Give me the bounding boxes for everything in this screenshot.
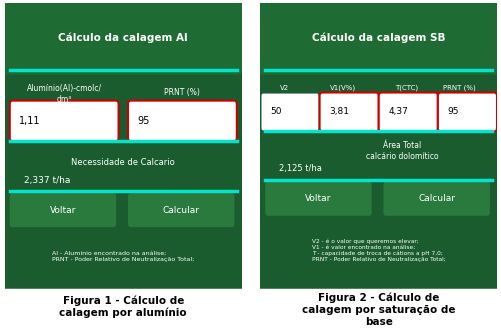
Text: 2,125 t/ha: 2,125 t/ha [279,164,322,173]
Text: Calcular: Calcular [417,194,454,204]
Text: Voltar: Voltar [305,194,331,204]
Text: Alumínio(Al)-cmolc/
dm³: Alumínio(Al)-cmolc/ dm³ [27,84,102,104]
Text: Figura 2 - Cálculo de
calagem por saturação de
base: Figura 2 - Cálculo de calagem por satura… [302,293,454,327]
FancyBboxPatch shape [383,182,489,216]
FancyBboxPatch shape [10,193,116,227]
FancyBboxPatch shape [255,0,500,75]
Text: PRNT (%): PRNT (%) [164,88,200,97]
FancyBboxPatch shape [260,92,319,131]
Text: 95: 95 [446,108,458,117]
Text: 1,11: 1,11 [19,116,41,126]
FancyBboxPatch shape [437,92,496,131]
Text: V2: V2 [279,85,288,91]
FancyBboxPatch shape [128,101,236,141]
FancyBboxPatch shape [128,193,234,227]
Text: 3,81: 3,81 [328,108,348,117]
FancyBboxPatch shape [10,101,118,141]
Text: T(CTC): T(CTC) [395,84,418,91]
Text: V1(V%): V1(V%) [330,84,356,91]
FancyBboxPatch shape [265,182,371,216]
Text: Figura 1 - Cálculo de
calagem por alumínio: Figura 1 - Cálculo de calagem por alumín… [59,295,187,318]
Text: PRNT (%): PRNT (%) [442,84,474,91]
FancyBboxPatch shape [319,92,378,131]
Text: 95: 95 [137,116,149,126]
Text: 50: 50 [270,108,281,117]
FancyBboxPatch shape [378,92,437,131]
Text: Área Total
calcário dolomítico: Área Total calcário dolomítico [365,141,438,161]
Text: V2 - é o valor que queremos elevar;
V1 - é valor encontrado na análise;
T - capa: V2 - é o valor que queremos elevar; V1 -… [311,238,445,261]
Text: Calcular: Calcular [162,206,199,215]
Text: 2,337 t/ha: 2,337 t/ha [24,176,70,185]
Text: Cálculo da calagem SB: Cálculo da calagem SB [311,32,444,43]
FancyBboxPatch shape [1,0,246,75]
FancyBboxPatch shape [1,0,246,289]
Text: Voltar: Voltar [50,206,76,215]
FancyBboxPatch shape [255,0,500,289]
Text: Al - Aluminio encontrado na análise;
PRNT - Poder Relativo de Neutralização Tota: Al - Aluminio encontrado na análise; PRN… [52,251,194,262]
Text: Necessidade de Calcario: Necessidade de Calcario [71,158,175,167]
Text: Cálculo da calagem Al: Cálculo da calagem Al [58,32,188,43]
Text: 4,37: 4,37 [387,108,407,117]
